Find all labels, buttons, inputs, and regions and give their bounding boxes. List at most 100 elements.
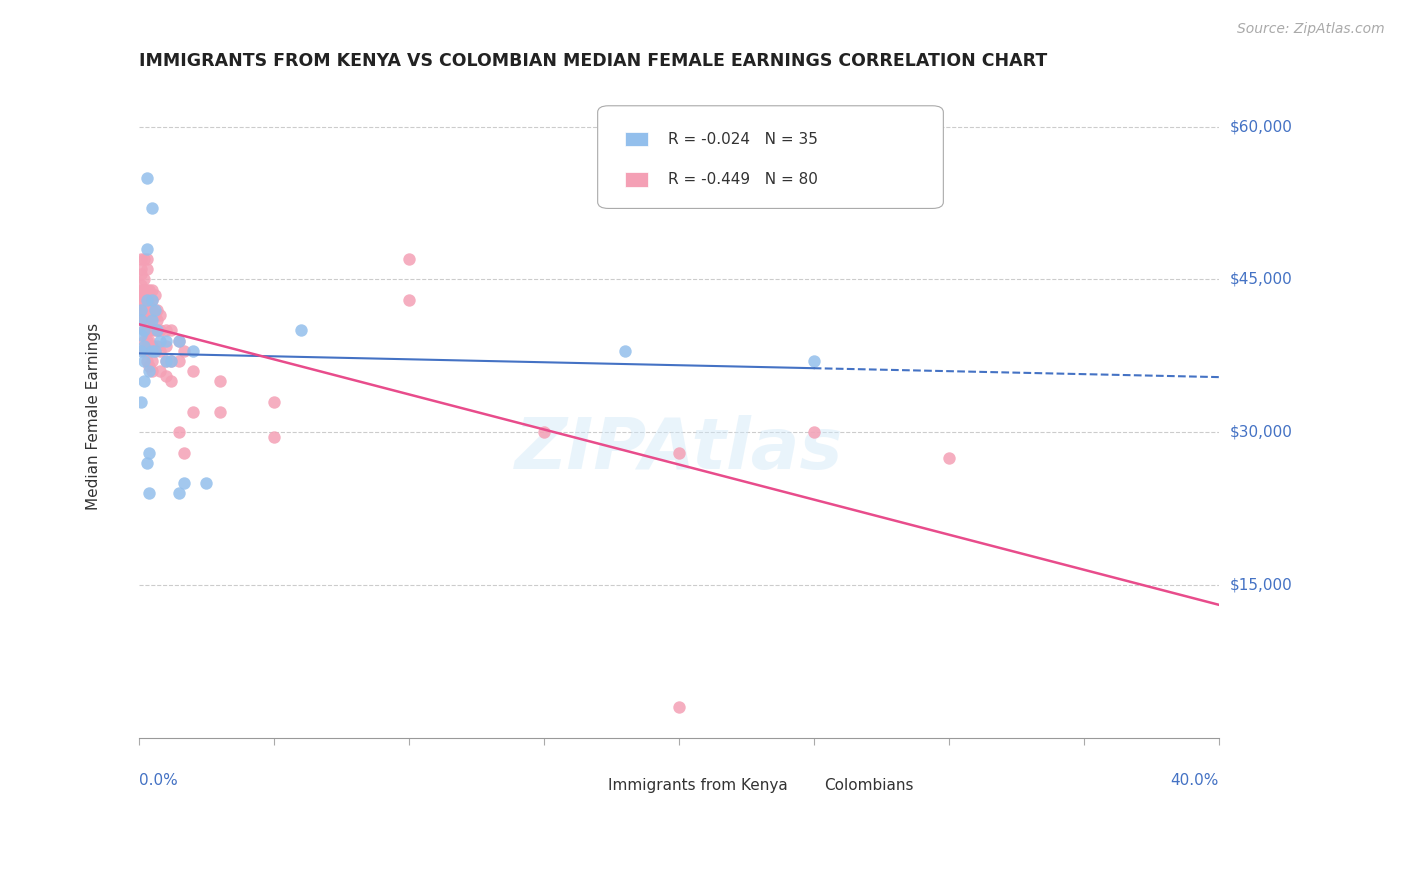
- Point: [146, 303, 169, 318]
- Point: [181, 364, 204, 378]
- Point: [141, 283, 163, 297]
- Point: [132, 287, 155, 301]
- Point: [135, 354, 157, 368]
- Text: 40.0%: 40.0%: [1170, 773, 1219, 788]
- Point: [149, 334, 172, 348]
- Point: [141, 201, 163, 215]
- Point: [132, 308, 155, 322]
- Point: [155, 323, 177, 337]
- Point: [155, 334, 177, 348]
- Point: [129, 328, 152, 343]
- Point: [135, 338, 157, 352]
- Point: [132, 334, 155, 348]
- Bar: [624, 132, 648, 146]
- Point: [146, 323, 169, 337]
- Point: [143, 287, 166, 301]
- Point: [208, 405, 231, 419]
- Point: [141, 364, 163, 378]
- Point: [132, 272, 155, 286]
- Bar: [624, 172, 648, 186]
- Point: [129, 277, 152, 292]
- Point: [135, 303, 157, 318]
- Point: [135, 170, 157, 185]
- Point: [132, 283, 155, 297]
- Point: [129, 303, 152, 318]
- Point: [143, 343, 166, 358]
- Point: [160, 354, 183, 368]
- Point: [141, 293, 163, 307]
- Point: [138, 283, 160, 297]
- Point: [146, 338, 169, 352]
- Text: Median Female Earnings: Median Female Earnings: [86, 324, 101, 510]
- Point: [129, 252, 152, 266]
- Point: [132, 323, 155, 337]
- Point: [135, 313, 157, 327]
- Point: [149, 323, 172, 337]
- Point: [143, 303, 166, 318]
- Text: $30,000: $30,000: [1230, 425, 1292, 440]
- Point: [167, 334, 190, 348]
- Point: [149, 308, 172, 322]
- Point: [129, 293, 152, 307]
- Point: [138, 445, 160, 459]
- Point: [129, 343, 152, 358]
- Text: R = -0.449   N = 80: R = -0.449 N = 80: [668, 172, 818, 187]
- Point: [135, 242, 157, 256]
- Point: [146, 313, 169, 327]
- Point: [668, 700, 690, 714]
- Point: [141, 338, 163, 352]
- Point: [135, 293, 157, 307]
- Point: [132, 374, 155, 388]
- Point: [167, 486, 190, 500]
- Bar: [571, 779, 595, 793]
- Point: [160, 354, 183, 368]
- Point: [132, 313, 155, 327]
- Point: [141, 354, 163, 368]
- Point: [129, 262, 152, 277]
- Point: [149, 364, 172, 378]
- Point: [141, 323, 163, 337]
- Point: [141, 343, 163, 358]
- Point: [138, 343, 160, 358]
- Point: [143, 308, 166, 322]
- Text: Immigrants from Kenya: Immigrants from Kenya: [609, 779, 789, 793]
- Point: [173, 476, 195, 491]
- Point: [135, 334, 157, 348]
- Point: [149, 343, 172, 358]
- Point: [129, 268, 152, 282]
- Point: [290, 323, 312, 337]
- Point: [167, 334, 190, 348]
- Text: Colombians: Colombians: [824, 779, 914, 793]
- Point: [143, 323, 166, 337]
- Point: [167, 425, 190, 440]
- Point: [803, 354, 825, 368]
- Point: [141, 293, 163, 307]
- Point: [263, 430, 285, 444]
- Point: [135, 456, 157, 470]
- Point: [132, 354, 155, 368]
- Point: [129, 394, 152, 409]
- Bar: [787, 779, 810, 793]
- Point: [533, 425, 555, 440]
- Point: [138, 313, 160, 327]
- Point: [132, 323, 155, 337]
- Point: [160, 323, 183, 337]
- Point: [138, 287, 160, 301]
- Point: [938, 450, 960, 465]
- Point: [155, 354, 177, 368]
- Text: ZIPAtlas: ZIPAtlas: [515, 415, 844, 483]
- Point: [138, 486, 160, 500]
- Point: [138, 334, 160, 348]
- Point: [208, 374, 231, 388]
- Point: [613, 343, 636, 358]
- Point: [132, 252, 155, 266]
- Text: $45,000: $45,000: [1230, 272, 1292, 287]
- Text: $60,000: $60,000: [1230, 120, 1292, 134]
- Point: [143, 343, 166, 358]
- Point: [132, 343, 155, 358]
- Point: [398, 252, 420, 266]
- Point: [181, 343, 204, 358]
- Point: [167, 354, 190, 368]
- Point: [138, 298, 160, 312]
- Point: [138, 364, 160, 378]
